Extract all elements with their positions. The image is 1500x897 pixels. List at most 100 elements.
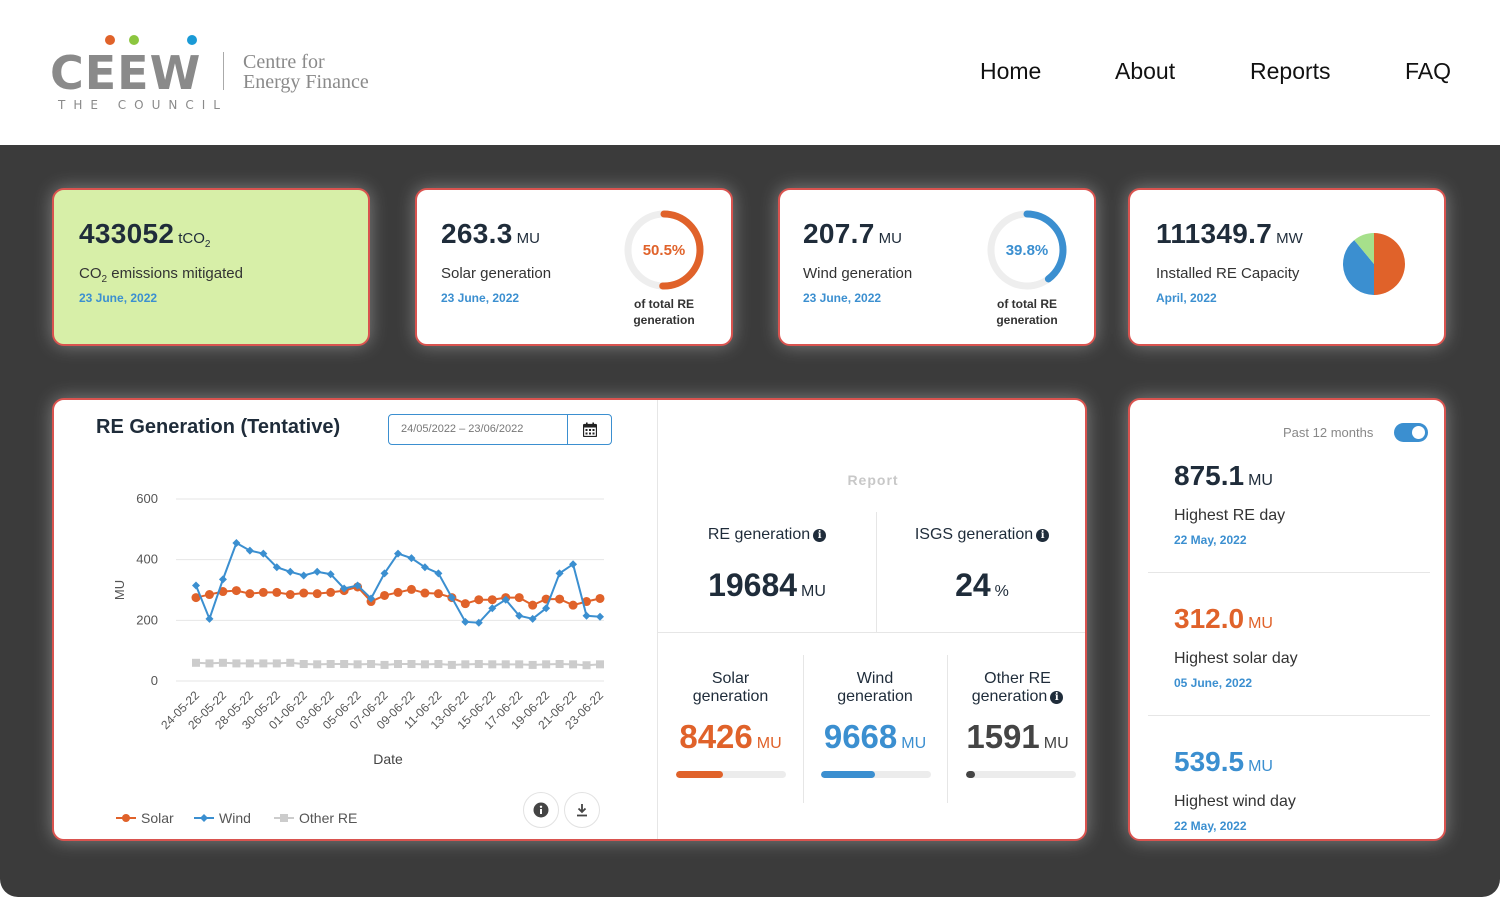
data-point[interactable] bbox=[380, 660, 389, 669]
data-point[interactable] bbox=[232, 659, 241, 668]
nav-reports[interactable]: Reports bbox=[1250, 58, 1331, 84]
data-point[interactable] bbox=[420, 588, 430, 598]
data-point[interactable] bbox=[367, 594, 376, 603]
data-point[interactable] bbox=[340, 660, 349, 669]
data-point[interactable] bbox=[286, 567, 295, 576]
data-point[interactable] bbox=[447, 593, 456, 602]
data-point[interactable] bbox=[420, 660, 429, 669]
legend-other-re[interactable]: Other RE bbox=[274, 810, 357, 826]
nav-faq[interactable]: FAQ bbox=[1405, 58, 1452, 84]
data-point[interactable] bbox=[231, 586, 241, 596]
data-point[interactable] bbox=[528, 660, 537, 669]
data-point[interactable] bbox=[353, 581, 362, 590]
data-point[interactable] bbox=[299, 660, 308, 669]
data-point[interactable] bbox=[488, 660, 497, 669]
data-point[interactable] bbox=[218, 658, 227, 667]
data-point[interactable] bbox=[285, 590, 295, 600]
data-point[interactable] bbox=[515, 660, 524, 669]
data-point[interactable] bbox=[474, 618, 483, 627]
data-point[interactable] bbox=[434, 569, 443, 578]
data-point[interactable] bbox=[569, 660, 578, 669]
data-point[interactable] bbox=[340, 584, 349, 593]
data-point[interactable] bbox=[434, 660, 443, 669]
nav-home[interactable]: Home bbox=[980, 58, 1042, 84]
data-point[interactable] bbox=[501, 595, 510, 604]
data-point[interactable] bbox=[596, 660, 604, 669]
data-point[interactable] bbox=[406, 584, 416, 594]
data-point[interactable] bbox=[326, 587, 336, 597]
data-point[interactable] bbox=[595, 593, 605, 603]
data-point[interactable] bbox=[326, 570, 335, 579]
date-range-picker[interactable]: 24/05/2022 – 23/06/2022 bbox=[388, 414, 612, 445]
data-point[interactable] bbox=[487, 595, 497, 605]
data-point[interactable] bbox=[205, 614, 214, 623]
data-point[interactable] bbox=[393, 587, 403, 597]
data-point[interactable] bbox=[461, 617, 470, 626]
data-point[interactable] bbox=[528, 600, 538, 610]
data-point[interactable] bbox=[312, 589, 322, 599]
data-point[interactable] bbox=[259, 549, 268, 558]
chart-download-button[interactable] bbox=[564, 792, 600, 828]
re-generation-info-icon[interactable]: i bbox=[813, 529, 827, 542]
data-point[interactable] bbox=[501, 660, 510, 669]
data-point[interactable] bbox=[380, 590, 390, 600]
data-point[interactable] bbox=[380, 569, 389, 578]
ceew-logo[interactable]: CEEW THE COUNCIL Centre for Energy Finan… bbox=[50, 32, 390, 117]
data-point[interactable] bbox=[245, 589, 255, 599]
data-point[interactable] bbox=[407, 660, 416, 669]
data-point[interactable] bbox=[272, 563, 281, 572]
data-point[interactable] bbox=[313, 567, 322, 576]
data-point[interactable] bbox=[259, 659, 268, 668]
data-point[interactable] bbox=[286, 658, 295, 667]
data-point[interactable] bbox=[555, 569, 564, 578]
data-point[interactable] bbox=[299, 571, 308, 580]
calendar-button[interactable] bbox=[567, 415, 611, 444]
data-point[interactable] bbox=[394, 660, 402, 669]
data-point[interactable] bbox=[245, 546, 254, 555]
data-point[interactable] bbox=[447, 660, 456, 669]
isgs-generation-info-icon[interactable]: i bbox=[1036, 529, 1050, 542]
data-point[interactable] bbox=[299, 588, 309, 598]
data-point[interactable] bbox=[555, 660, 564, 669]
data-point[interactable] bbox=[313, 660, 322, 669]
data-point[interactable] bbox=[515, 611, 524, 620]
nav-about[interactable]: About bbox=[1115, 58, 1176, 84]
data-point[interactable] bbox=[460, 599, 470, 609]
data-point[interactable] bbox=[514, 593, 524, 603]
data-point[interactable] bbox=[218, 587, 228, 597]
data-point[interactable] bbox=[205, 659, 214, 668]
data-point[interactable] bbox=[353, 660, 362, 669]
data-point[interactable] bbox=[245, 659, 254, 668]
data-point[interactable] bbox=[394, 549, 402, 558]
data-point[interactable] bbox=[433, 589, 443, 599]
data-point[interactable] bbox=[582, 611, 591, 620]
data-point[interactable] bbox=[542, 660, 551, 669]
data-point[interactable] bbox=[528, 614, 537, 623]
data-point[interactable] bbox=[192, 581, 200, 590]
other-re-info-icon[interactable]: i bbox=[1050, 691, 1064, 704]
data-point[interactable] bbox=[272, 587, 282, 597]
data-point[interactable] bbox=[596, 612, 604, 621]
legend-wind[interactable]: Wind bbox=[194, 810, 251, 826]
data-point[interactable] bbox=[232, 538, 241, 547]
data-point[interactable] bbox=[326, 660, 335, 669]
data-point[interactable] bbox=[407, 554, 416, 563]
data-point[interactable] bbox=[582, 661, 591, 670]
data-point[interactable] bbox=[461, 660, 470, 669]
data-point[interactable] bbox=[204, 590, 214, 600]
data-point[interactable] bbox=[272, 659, 281, 668]
data-point[interactable] bbox=[568, 600, 578, 610]
chart-info-button[interactable] bbox=[523, 792, 559, 828]
data-point[interactable] bbox=[191, 593, 201, 603]
past-12-months-toggle[interactable] bbox=[1394, 423, 1428, 442]
data-point[interactable] bbox=[192, 658, 200, 667]
data-point[interactable] bbox=[569, 560, 578, 569]
data-point[interactable] bbox=[474, 660, 483, 669]
data-point[interactable] bbox=[542, 604, 551, 613]
legend-solar[interactable]: Solar bbox=[116, 810, 174, 826]
date-range-input[interactable]: 24/05/2022 – 23/06/2022 bbox=[401, 423, 524, 435]
data-point[interactable] bbox=[555, 594, 565, 604]
data-point[interactable] bbox=[420, 563, 429, 572]
data-point[interactable] bbox=[258, 587, 268, 597]
data-point[interactable] bbox=[488, 604, 497, 613]
